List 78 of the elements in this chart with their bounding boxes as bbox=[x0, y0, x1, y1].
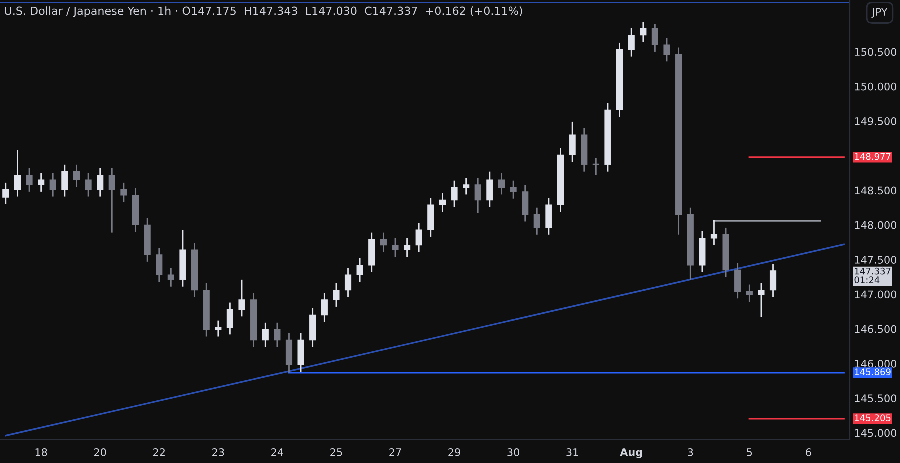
candlestick bbox=[62, 164, 68, 198]
candlestick bbox=[14, 150, 22, 198]
x-tick-label: 24 bbox=[272, 448, 284, 456]
candlestick bbox=[510, 180, 517, 200]
y-tick-label: 145.500 bbox=[855, 394, 897, 403]
x-tick-label: Aug bbox=[620, 448, 642, 458]
x-tick-label: 27 bbox=[390, 448, 402, 456]
x-tick-label: 31 bbox=[566, 448, 578, 456]
candlestick bbox=[710, 220, 718, 246]
x-tick-label: 3 bbox=[688, 448, 694, 456]
candlestick bbox=[652, 24, 659, 53]
y-tick-label: 150.500 bbox=[855, 48, 897, 56]
candlestick bbox=[463, 177, 470, 196]
candlestick bbox=[380, 232, 387, 253]
candlestick bbox=[439, 192, 446, 213]
y-tick-label: 150.000 bbox=[855, 82, 897, 91]
y-tick-label: 147.000 bbox=[855, 290, 897, 299]
y-tick-label: 146.000 bbox=[855, 360, 897, 368]
y-tick-label: 149.500 bbox=[855, 117, 897, 126]
candlestick bbox=[262, 322, 269, 348]
candlestick bbox=[274, 322, 281, 348]
candlestick bbox=[734, 262, 742, 300]
x-tick-label: 30 bbox=[508, 448, 520, 456]
candlestick bbox=[522, 184, 529, 222]
candlestick bbox=[97, 168, 104, 198]
candlestick bbox=[226, 302, 234, 336]
x-tick-label: 22 bbox=[154, 448, 165, 456]
y-tick-label: 146.500 bbox=[855, 325, 897, 334]
candlestick bbox=[50, 172, 56, 198]
data-label: 145.205 bbox=[855, 414, 891, 422]
y-tick-label: 147.500 bbox=[855, 256, 897, 264]
y-tick-label: 148.000 bbox=[855, 221, 897, 230]
x-tick-label: 6 bbox=[806, 448, 812, 456]
x-tick-label: 20 bbox=[94, 448, 106, 456]
candlestick bbox=[156, 247, 163, 283]
data-label: 148.977 bbox=[855, 153, 891, 160]
candlestick bbox=[451, 180, 458, 208]
candlestick bbox=[120, 182, 128, 204]
candlestick bbox=[321, 292, 328, 323]
candlestick bbox=[392, 238, 399, 258]
candlestick bbox=[108, 168, 116, 234]
candlestick bbox=[758, 282, 765, 318]
candlestick bbox=[416, 222, 422, 253]
candlestick bbox=[474, 177, 482, 214]
candlestick bbox=[356, 258, 364, 283]
x-tick-label: 5 bbox=[747, 448, 752, 456]
candlestick bbox=[592, 157, 600, 176]
candlestick bbox=[770, 263, 777, 298]
candlestick bbox=[26, 168, 33, 193]
candlestick bbox=[238, 279, 246, 318]
candlestick bbox=[498, 172, 506, 196]
text: 147.337 01:24 bbox=[854, 268, 891, 284]
candlestick bbox=[486, 171, 494, 208]
candlestick bbox=[333, 282, 340, 308]
x-tick-label: 23 bbox=[212, 448, 224, 456]
candlestick bbox=[569, 121, 576, 163]
candlestick bbox=[73, 164, 80, 188]
candlestick bbox=[168, 267, 174, 288]
x-tick-label: 29 bbox=[448, 448, 460, 456]
candlestick bbox=[2, 182, 10, 206]
y-tick-label: 148.500 bbox=[855, 186, 897, 195]
candlestick bbox=[38, 172, 45, 193]
y-tick-label: 145.000 bbox=[855, 429, 897, 438]
data-label: 145.869 bbox=[855, 368, 891, 376]
x-tick-label: 18 bbox=[36, 448, 48, 456]
candlestick bbox=[664, 37, 670, 62]
candlestick bbox=[215, 320, 222, 338]
candlestick bbox=[746, 284, 753, 303]
x-tick-label: 25 bbox=[330, 448, 342, 456]
candlestick bbox=[640, 21, 647, 43]
candlestick bbox=[628, 28, 635, 58]
y-axis-title: JPY bbox=[872, 8, 888, 18]
candlestick bbox=[85, 172, 92, 198]
candlestick bbox=[404, 238, 411, 258]
text: U.S. Dollar / Japanese Yen · 1h · O147.175 H147.343 L147.030 C147.337 +0.162 (+0.11%) bbox=[5, 6, 522, 18]
candlestick bbox=[344, 267, 352, 298]
candlestick bbox=[534, 207, 540, 236]
candlestick bbox=[546, 197, 552, 236]
